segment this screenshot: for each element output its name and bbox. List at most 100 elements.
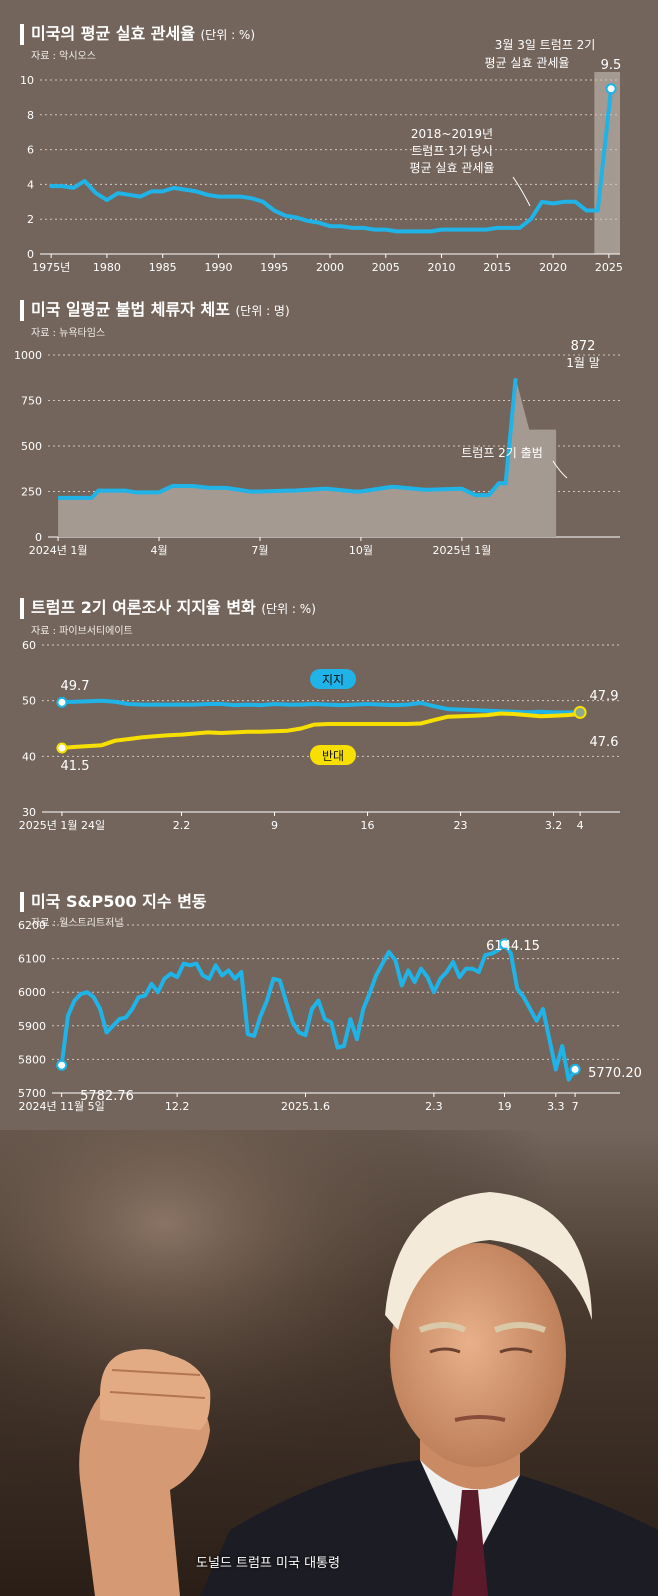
approve-start-value: 49.7 [61,679,90,694]
y-tick-label: 10 [20,74,34,87]
y-tick-label: 0 [27,248,34,261]
chart2-marks: 30 40 50 60 2025년 1월 24일 2.2 9 16 23 3.2 4 [19,639,620,832]
x-tick-label: 23 [454,819,468,832]
approve-end-value: 47.9 [590,689,619,704]
y-tick-label: 40 [22,750,36,763]
arrests-chart-panel: 미국 일평균 불법 체류자 체포 (단위 : 명) 자료 : 뉴욕타임스 0 2 5… [0,0,658,580]
y-tick-label: 4 [27,178,34,191]
arrests-title-text: 미국 일평균 불법 체류자 체포 [31,300,230,319]
x-tick-label: 2025년 1월 [432,544,491,557]
approve-legend-label: 지지 [322,673,344,687]
sp500-start-marker [56,1059,68,1071]
sp500-peak-marker [498,938,510,950]
tariff-unit: (단위 : %) [200,28,256,42]
x-tick-label: 7 [572,1100,579,1113]
chart3-marks: 5700 5800 5900 6000 6100 6200 2024년 11월 5일 12.2… [18,919,620,1113]
x-tick-label: 10월 [349,544,373,557]
tariff-chart-panel: 미국의 평균 실효 관세율 (단위 : %) 자료 : 악시오스 0 2 4 6 8 10… [0,0,658,290]
arrests-unit: (단위 : 명) [235,304,290,318]
disapprove-start-value: 41.5 [61,759,90,774]
approval-source: 자료 : 파이브서티에이트 [31,626,133,637]
y-tick-label: 5900 [18,1020,46,1033]
disapprove-start-marker [56,742,68,754]
y-tick-label: 0 [35,531,42,544]
disapprove-end-value: 47.6 [590,735,619,750]
x-tick-label: 9 [271,819,278,832]
x-tick-label: 2005 [372,261,400,274]
disapprove-legend-pill [310,745,356,765]
y-tick-label: 2 [27,213,34,226]
tariff-recent-label-2: 평균 실효 관세율 [485,56,570,70]
sp500-chart-panel: 미국 S&P500 지수 변동 자료 : 월스트리트저널 5700 5800 590… [18,892,642,1113]
tariff-chart-title: 미국의 평균 실효 관세율 (단위 : %) [20,24,255,45]
x-tick-label: 1995 [260,261,288,274]
approval-line-chart: 30 40 50 60 2025년 1월 24일 2.2 9 16 23 3.2 4 지지 반대 4… [19,639,620,832]
series-line-0 [49,86,614,234]
arrests-peak-value: 872 [571,339,596,354]
arrests-chart-title: 미국 일평균 불법 체류자 체포 (단위 : 명) [20,300,290,321]
tariff-end-marker [605,83,617,95]
x-tick-label: 19 [497,1100,511,1113]
trump-photo-illustration [0,1130,658,1596]
x-tick-label: 2.2 [173,819,191,832]
x-tick-label: 2.3 [425,1100,443,1113]
sp500-start-value: 5782.76 [80,1089,134,1104]
y-tick-label: 500 [21,440,42,453]
sp500-end-value: 5770.20 [588,1066,642,1081]
arrests-inaug-label: 트럼프 2기 출범 [461,446,543,460]
series-line-0 [59,941,578,1082]
y-tick-label: 50 [22,695,36,708]
x-tick-label: 1980 [93,261,121,274]
sp500-end-marker [569,1063,581,1075]
highlight-band [594,72,620,254]
end-marker [573,705,587,719]
x-tick-label: 2000 [316,261,344,274]
sp500-chart-title: 미국 S&P500 지수 변동 [20,892,207,912]
y-tick-label: 5700 [18,1087,46,1100]
x-tick-label: 16 [361,819,375,832]
tariff-source: 자료 : 악시오스 [31,51,96,62]
x-tick-label: 4 [577,819,584,832]
x-tick-label: 1985 [149,261,177,274]
y-tick-label: 6200 [18,919,46,932]
x-tick-label: 12.2 [165,1100,190,1113]
chart0-marks: 0 2 4 6 8 10 1975년 1980 1985 1990 1995 2000 2005 2010… [20,72,623,274]
x-tick-label: 2025년 1월 24일 [19,818,105,832]
tariff-trump1-arrow [512,176,531,207]
x-tick-label: 1975년 [32,261,70,274]
y-tick-label: 6000 [18,986,46,999]
x-tick-label: 3.3 [547,1100,565,1113]
x-tick-label: 4월 [150,544,167,557]
y-tick-label: 750 [21,395,42,408]
x-tick-label: 2024년 11월 5일 [18,1099,104,1113]
arrests-area-chart: 0 250 500 750 1000 2024년 1월 4월 7월 10월 2025년 1월 87… [14,339,620,557]
tariff-title-text: 미국의 평균 실효 관세율 [31,24,195,43]
y-tick-label: 5800 [18,1053,46,1066]
series-line-1 [59,711,583,750]
tariff-recent-value: 9.5 [601,58,622,73]
sp500-title-text: 미국 S&P500 지수 변동 [31,892,207,911]
disapprove-legend-label: 반대 [322,749,344,763]
approval-chart-title: 트럼프 2기 여론조사 지지율 변화 (단위 : %) [20,598,316,619]
photo-caption: 도널드 트럼프 미국 대통령 [196,1556,340,1571]
approve-start-marker [56,696,68,708]
sp500-line-chart: 5700 5800 5900 6000 6100 6200 2024년 11월 5일 12.2… [18,919,642,1113]
series-line-0 [59,698,583,715]
y-tick-label: 6100 [18,953,46,966]
y-tick-label: 30 [22,806,36,819]
approval-unit: (단위 : %) [261,602,316,616]
tariff-trump1-label-1: 2018~2019년 [411,127,493,141]
y-tick-label: 1000 [14,349,42,362]
tariff-trump1-label-2: 트럼프 1기 당시 [411,144,493,158]
y-tick-label: 60 [22,639,36,652]
chart1-marks: 0 250 500 750 1000 2024년 1월 4월 7월 10월 2025년 1월 [14,349,620,557]
y-tick-label: 8 [27,109,34,122]
series-line [58,378,518,500]
approval-title-text: 트럼프 2기 여론조사 지지율 변화 [31,598,256,617]
x-tick-label: 1990 [204,261,232,274]
x-tick-label: 2020 [539,261,567,274]
area-fill [58,378,557,537]
trump-photo [0,1130,658,1596]
arrests-inaug-arrow [552,460,568,479]
arrests-source: 자료 : 뉴욕타임스 [31,328,106,339]
